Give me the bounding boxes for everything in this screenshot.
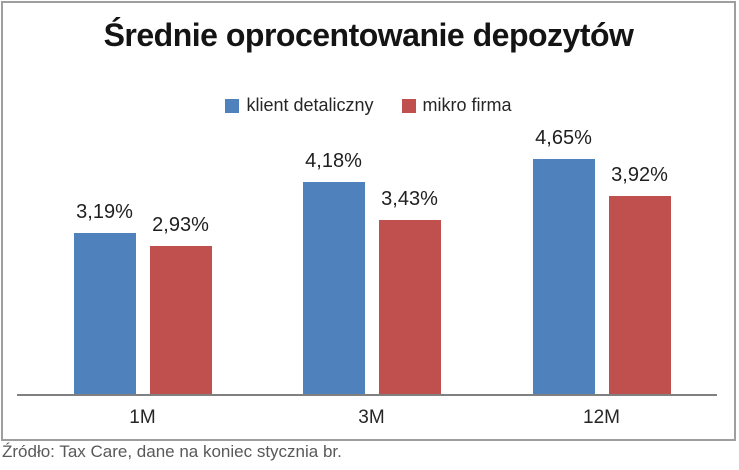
bar-mikro-firma-1m xyxy=(149,246,212,394)
plot-area: 3,19% 2,93% 1M 4,18% 3,43% 3M 4,65% 3,92% 12M xyxy=(17,127,717,428)
legend-item-mikro-firma: mikro firma xyxy=(401,95,512,116)
bar-group-12m: 4,65% 3,92% 12M xyxy=(17,127,717,428)
category-label-1m: 1M xyxy=(129,407,156,428)
legend-label: mikro firma xyxy=(422,95,512,115)
legend-label: klient detaliczny xyxy=(246,95,374,115)
legend-swatch-red-icon xyxy=(401,98,416,113)
chart-frame: Średnie oprocentowanie depozytów klient … xyxy=(1,1,736,441)
value-label-klient-detaliczny-3m: 4,18% xyxy=(305,150,362,172)
source-note: Źródło: Tax Care, dane na koniec styczni… xyxy=(2,442,342,461)
value-label-mikro-firma-1m: 2,93% xyxy=(152,214,209,236)
legend-swatch-blue-icon xyxy=(225,98,240,113)
value-label-klient-detaliczny-1m: 3,19% xyxy=(76,201,133,223)
bar-klient-detaliczny-3m xyxy=(302,182,365,394)
value-label-klient-detaliczny-12m: 4,65% xyxy=(535,127,592,149)
bar-mikro-firma-12m xyxy=(608,196,671,394)
bar-mikro-firma-3m xyxy=(378,220,441,394)
category-label-12m: 12M xyxy=(583,407,620,428)
value-label-mikro-firma-12m: 3,92% xyxy=(611,164,668,186)
bar-klient-detaliczny-1m xyxy=(73,233,136,394)
bar-klient-detaliczny-12m xyxy=(532,159,595,394)
chart-title: Średnie oprocentowanie depozytów xyxy=(103,17,634,53)
value-label-mikro-firma-3m: 3,43% xyxy=(381,188,438,210)
bar-group-1m: 3,19% 2,93% 1M xyxy=(17,141,717,428)
bar-group-3m: 4,18% 3,43% 3M xyxy=(17,141,717,428)
category-label-3m: 3M xyxy=(358,407,385,428)
chart-legend: klient detaliczny mikro firma xyxy=(3,95,734,116)
legend-item-klient-detaliczny: klient detaliczny xyxy=(225,95,374,116)
